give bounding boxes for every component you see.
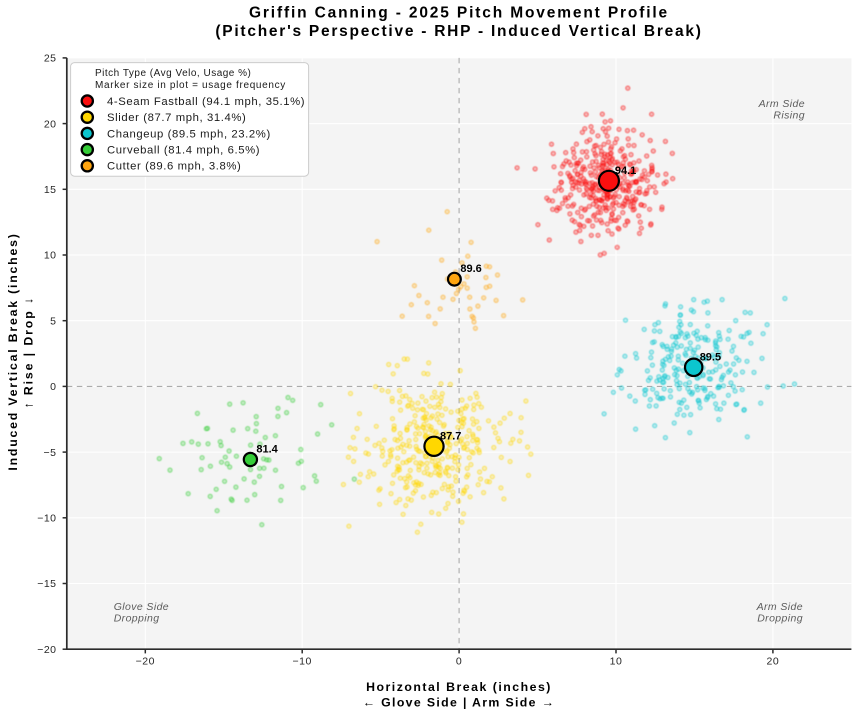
svg-text:20: 20: [767, 656, 780, 668]
svg-text:Pitch Type (Avg Velo, Usage %): Pitch Type (Avg Velo, Usage %): [95, 68, 251, 79]
svg-text:Griffin Canning - 2025 Pitch M: Griffin Canning - 2025 Pitch Movement Pr…: [249, 5, 669, 22]
svg-text:−20: −20: [136, 656, 155, 668]
svg-text:10: 10: [610, 656, 623, 668]
svg-text:Horizontal Break (inches): Horizontal Break (inches): [366, 680, 552, 694]
svg-text:Dropping: Dropping: [757, 613, 803, 625]
svg-text:↑ Rise | Drop ↓: ↑ Rise | Drop ↓: [22, 296, 36, 409]
svg-text:89.6: 89.6: [460, 263, 481, 275]
svg-text:20: 20: [44, 118, 57, 130]
svg-text:94.1: 94.1: [615, 165, 636, 177]
svg-text:4-Seam Fastball (94.1 mph, 35.: 4-Seam Fastball (94.1 mph, 35.1%): [107, 96, 305, 108]
svg-text:← Glove Side | Arm Side →: ← Glove Side | Arm Side →: [363, 696, 556, 710]
svg-text:5: 5: [50, 315, 56, 327]
svg-text:Marker size in plot = usage fr: Marker size in plot = usage frequency: [95, 80, 286, 91]
svg-text:−15: −15: [37, 578, 56, 590]
svg-text:25: 25: [44, 53, 57, 65]
svg-text:−5: −5: [44, 447, 57, 459]
svg-text:Arm Side: Arm Side: [756, 601, 803, 613]
svg-text:−10: −10: [37, 513, 56, 525]
svg-text:87.7: 87.7: [440, 430, 461, 442]
svg-text:Cutter (89.6 mph, 3.8%): Cutter (89.6 mph, 3.8%): [107, 161, 241, 173]
svg-text:−10: −10: [293, 656, 312, 668]
svg-text:0: 0: [50, 381, 56, 393]
svg-text:(Pitcher's Perspective - RHP -: (Pitcher's Perspective - RHP - Induced V…: [215, 23, 702, 40]
svg-text:Induced Vertical Break (inches: Induced Vertical Break (inches): [6, 232, 20, 470]
svg-text:Slider (87.7 mph, 31.4%): Slider (87.7 mph, 31.4%): [107, 112, 246, 124]
svg-text:Changeup (89.5 mph, 23.2%): Changeup (89.5 mph, 23.2%): [107, 128, 271, 140]
svg-text:81.4: 81.4: [256, 444, 278, 456]
svg-text:Curveball (81.4 mph, 6.5%): Curveball (81.4 mph, 6.5%): [107, 145, 260, 157]
svg-text:0: 0: [456, 656, 462, 668]
svg-text:Arm Side: Arm Side: [758, 98, 805, 110]
svg-text:Rising: Rising: [773, 110, 805, 122]
svg-text:Glove Side: Glove Side: [114, 601, 169, 613]
svg-text:Dropping: Dropping: [114, 613, 160, 625]
svg-text:−20: −20: [37, 644, 56, 656]
svg-text:89.5: 89.5: [700, 351, 721, 363]
svg-text:10: 10: [44, 250, 57, 262]
svg-text:15: 15: [44, 184, 57, 196]
